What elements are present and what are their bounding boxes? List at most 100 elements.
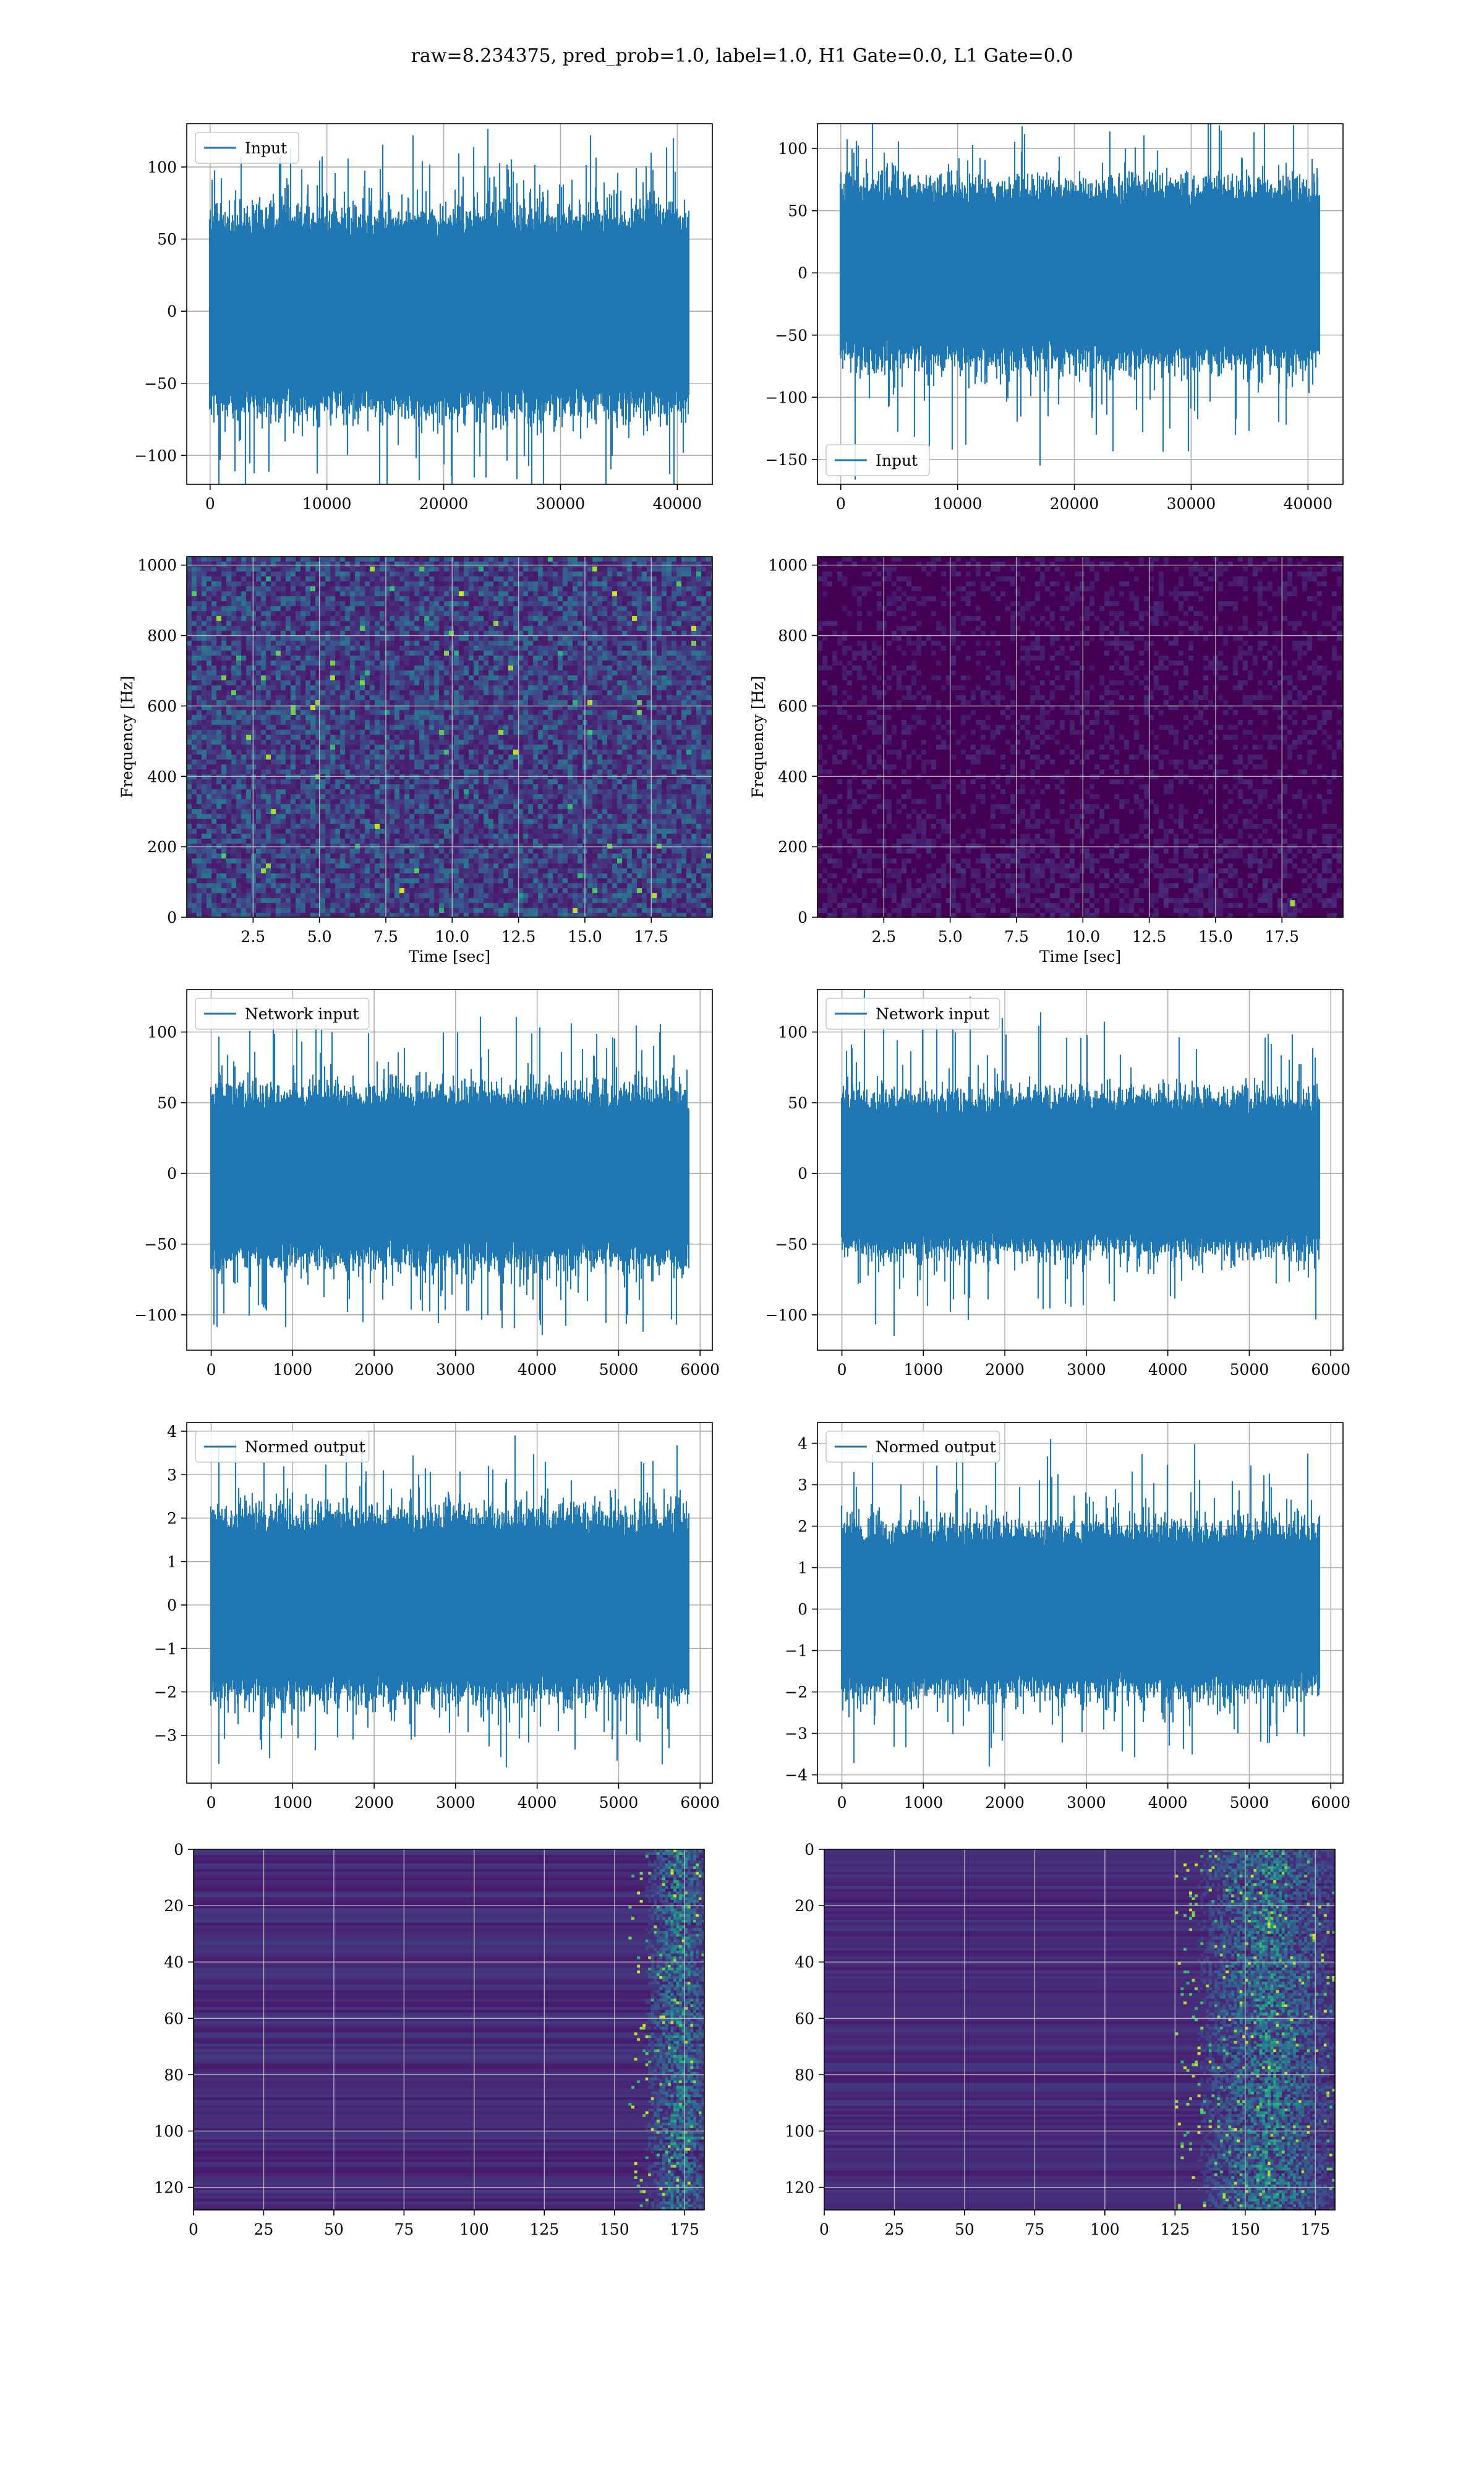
x-tick-label: 4000 (518, 1361, 557, 1379)
panel-4: 2.5 5.0 7.5 10.0 12.5 15.0 17.5 0 200 400 600 800 10… (749, 556, 1344, 965)
y-tick-label: 200 (778, 838, 808, 856)
x-tick-label: 2000 (985, 1794, 1025, 1812)
x-tick-label: 2000 (985, 1361, 1025, 1379)
y-tick-label: 0 (174, 1841, 184, 1859)
x-tick-label: 4000 (518, 1794, 557, 1812)
x-axis-label: Time [sec] (1039, 948, 1121, 965)
signal-line (208, 129, 690, 484)
legend: Network input (195, 998, 370, 1030)
legend-label: Network input (245, 1005, 359, 1023)
x-tick-label: 20000 (1050, 495, 1099, 513)
y-tick-label: 50 (788, 202, 808, 220)
plot-area (824, 1849, 1335, 2210)
y-tick-label: 0 (798, 264, 808, 282)
signal-line (210, 1013, 690, 1335)
x-tick-label: 0 (836, 495, 846, 513)
y-tick-label: 100 (785, 2122, 814, 2140)
y-tick-label: 200 (147, 838, 177, 856)
x-tick-label: 1000 (904, 1794, 944, 1812)
x-tick-label: 50 (324, 2220, 344, 2238)
legend: Input (195, 132, 299, 164)
x-tick-label: 6000 (680, 1794, 720, 1812)
x-tick-label: 12.5 (1132, 928, 1167, 946)
x-tick-label: 2000 (354, 1361, 394, 1379)
x-axis-label: Time [sec] (409, 948, 490, 965)
x-tick-label: 10.0 (1065, 928, 1100, 946)
y-tick-label: 20 (795, 1897, 814, 1915)
y-tick-label: −100 (134, 1306, 177, 1324)
x-tick-label: 40000 (653, 495, 702, 513)
y-tick-label: −1 (785, 1642, 808, 1660)
legend-label: Input (245, 139, 287, 157)
x-tick-label: 30000 (1167, 495, 1216, 513)
y-tick-label: −4 (785, 1766, 808, 1784)
plot-area (817, 557, 1343, 917)
axes-frame (817, 989, 1344, 1351)
y-tick-label: −3 (154, 1727, 177, 1745)
panel-8: 0 1000 2000 3000 4000 5000 6000 −4 −3 −2 −1 0 1 2 3 4 No… (785, 1422, 1350, 1812)
y-tick-label: 600 (147, 697, 177, 715)
legend-label: Normed output (245, 1438, 365, 1456)
x-tick-label: 0 (819, 2220, 829, 2238)
axes-frame (186, 989, 713, 1351)
x-tick-label: 6000 (680, 1361, 720, 1379)
legend: Normed output (825, 1431, 1000, 1463)
x-tick-label: 3000 (436, 1361, 475, 1379)
x-tick-label: 10.0 (435, 928, 469, 946)
x-tick-label: 3000 (436, 1794, 475, 1812)
x-tick-label: 20000 (419, 495, 469, 513)
y-tick-label: 2 (798, 1518, 808, 1536)
y-tick-label: 1000 (768, 557, 808, 575)
y-tick-label: 4 (167, 1423, 177, 1440)
plot-area (187, 124, 712, 484)
y-tick-label: 0 (167, 909, 177, 927)
x-tick-label: 5000 (599, 1361, 639, 1379)
x-tick-label: 10000 (302, 495, 352, 513)
legend: Normed output (195, 1431, 370, 1463)
x-tick-label: 7.5 (373, 928, 398, 946)
x-tick-label: 125 (1160, 2220, 1190, 2238)
legend-label: Input (876, 452, 918, 469)
y-tick-label: 60 (164, 2010, 184, 2027)
spectrogram-hotspot (1290, 900, 1295, 907)
y-tick-label: −2 (154, 1683, 177, 1701)
y-tick-label: 0 (167, 302, 177, 320)
legend-box (195, 132, 299, 164)
y-tick-label: 3 (798, 1476, 808, 1494)
x-tick-label: 100 (1090, 2220, 1120, 2238)
y-tick-label: 0 (798, 1165, 808, 1183)
axes-frame (186, 123, 713, 485)
x-tick-label: 0 (205, 495, 215, 513)
x-tick-label: 75 (394, 2220, 414, 2238)
x-tick-label: 25 (254, 2220, 274, 2238)
axes-frame (824, 1849, 1336, 2211)
plot-area (187, 1423, 712, 1783)
y-tick-label: 80 (164, 2066, 184, 2084)
x-tick-label: 2.5 (241, 928, 265, 946)
x-tick-label: 4000 (1148, 1794, 1188, 1812)
y-tick-label: −3 (785, 1725, 808, 1743)
y-tick-label: 0 (804, 1841, 814, 1859)
y-tick-label: −1 (154, 1640, 177, 1658)
y-tick-label: 50 (157, 231, 177, 249)
y-tick-label: 100 (778, 140, 808, 158)
y-tick-label: 1000 (137, 557, 177, 575)
y-axis-label: Frequency [Hz] (118, 676, 136, 798)
y-tick-label: 80 (795, 2066, 814, 2084)
panel-1: 0 10000 20000 30000 40000 −100 −50 0 50 100 Input (134, 123, 713, 513)
legend-label: Normed output (876, 1438, 996, 1456)
y-tick-label: 120 (785, 2179, 814, 2197)
legend: Network input (825, 998, 1000, 1030)
axes-frame (817, 123, 1344, 485)
y-tick-label: 0 (167, 1596, 177, 1614)
y-tick-label: 100 (778, 1024, 808, 1042)
x-tick-label: 17.5 (634, 928, 668, 946)
x-tick-label: 6000 (1311, 1794, 1350, 1812)
x-tick-label: 50 (955, 2220, 974, 2238)
legend-box (825, 1431, 1000, 1463)
y-axis-label: Frequency [Hz] (749, 676, 767, 798)
x-tick-label: 2.5 (871, 928, 896, 946)
signal-line (840, 990, 1321, 1337)
signal-line (210, 1436, 690, 1768)
x-tick-label: 0 (837, 1361, 847, 1379)
